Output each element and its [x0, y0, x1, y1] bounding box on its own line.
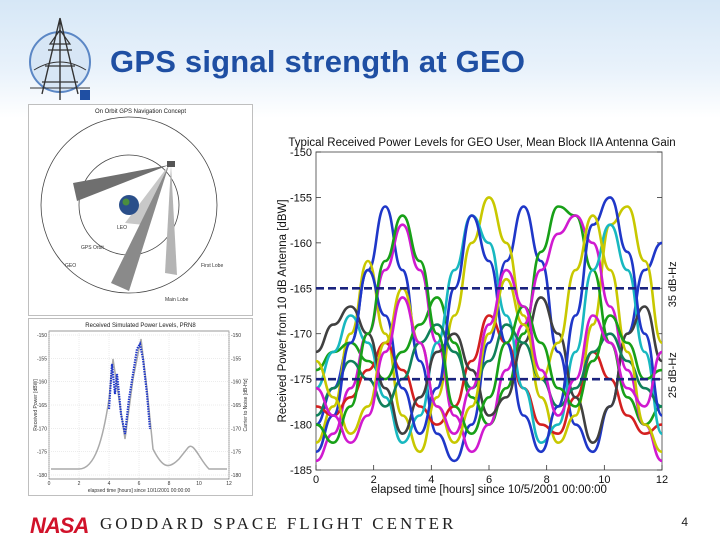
sim-y-tick-label-left: -155	[37, 356, 47, 362]
orbit-concept-panel: On Orbit GPS Navigation Concept LEO GPS …	[28, 104, 253, 316]
footer: NASA GODDARD SPACE FLIGHT CENTER 4	[0, 505, 720, 540]
sim-y-tick-label-left: -160	[37, 380, 47, 386]
chart-title: Typical Received Power Levels for GEO Us…	[288, 137, 675, 149]
chart-xlabel: elapsed time [hours] since 10/5/2001 00:…	[371, 484, 607, 496]
chart-ylabel: Received Power from 10 dB Antenna [dBW]	[277, 199, 289, 422]
sim-y-tick-label-right: -155	[231, 356, 241, 362]
sim-x-tick-label: 4	[108, 481, 111, 487]
sim-xlabel: elapsed time [hours] since 10/1/2001 00:…	[88, 488, 191, 494]
sim-y-tick-label-right: -170	[231, 426, 241, 432]
header-band	[0, 0, 720, 118]
sim-y-tick-label-left: -150	[37, 333, 47, 339]
sim-gray-curve	[51, 338, 227, 470]
slide-title: GPS signal strength at GEO	[110, 44, 526, 79]
y-tick-label: -170	[290, 329, 312, 341]
x-tick-label: 2	[371, 474, 377, 486]
simulated-power-panel: Received Simulated Power Levels, PRN8 0 2…	[28, 318, 253, 496]
sim-y-tick-label-right: -175	[231, 450, 241, 456]
earth-land	[122, 198, 130, 206]
sim-x-tick-label: 6	[138, 481, 141, 487]
x-tick-label: 8	[544, 474, 550, 486]
y-tick-label: -175	[290, 374, 312, 386]
y-tick-label: -165	[290, 283, 312, 295]
x-tick-label: 12	[656, 474, 668, 486]
sim-ylabel-left: Received Power [dBW]	[33, 379, 39, 431]
y-tick-label: -185	[290, 465, 312, 477]
gps-beam-gray-2	[111, 165, 169, 291]
series-line-10	[315, 214, 663, 454]
orbit-diagram: LEO GPS Orbit GEO First Lobe Main Lobe	[40, 116, 223, 303]
satellite-icon	[167, 161, 175, 167]
sim-power-plot: 0 2 4 6 8 10 12 -150 -155 -160 -165 -170 -175 -180 -…	[33, 330, 249, 494]
sim-panel-title: Received Simulated Power Levels, PRN8	[85, 323, 196, 329]
y-tick-label: -150	[290, 147, 312, 159]
x-tick-label: 6	[486, 474, 492, 486]
sim-y-tick-label-left: -170	[37, 426, 47, 432]
sim-x-tick-label: 10	[196, 481, 202, 487]
orbit-label-geo: GEO	[65, 263, 76, 269]
threshold-label-2: 25 dB-Hz	[667, 352, 679, 398]
orbit-label-main-lobe: Main Lobe	[165, 297, 189, 303]
sim-y-tick-label-left: -175	[37, 450, 47, 456]
orbit-label-gps-orbit: GPS Orbit	[81, 245, 104, 251]
gps-beam-gray-3	[165, 165, 177, 275]
sim-y-tick-label-right: -165	[231, 403, 241, 409]
sim-y-tick-label-right: -150	[231, 333, 241, 339]
series-line-7	[315, 296, 663, 444]
sim-y-tick-label-right: -180	[231, 473, 241, 479]
sim-x-tick-label: 8	[168, 481, 171, 487]
page-number: 4	[681, 515, 688, 529]
sim-y-tick-label-left: -165	[37, 403, 47, 409]
x-tick-label: 10	[598, 474, 610, 486]
orbit-label-first-lobe: First Lobe	[201, 263, 223, 269]
y-tick-label: -155	[290, 192, 312, 204]
orbit-panel-title: On Orbit GPS Navigation Concept	[94, 109, 187, 115]
footer-org-name: GODDARD SPACE FLIGHT CENTER	[100, 514, 457, 533]
received-power-chart: Typical Received Power Levels for GEO Us…	[277, 137, 679, 496]
orbit-label-leo: LEO	[117, 225, 127, 231]
nasa-logo: NASA	[30, 513, 89, 538]
sim-y-tick-label-left: -180	[37, 473, 47, 479]
sim-x-tick-label: 2	[78, 481, 81, 487]
series-line-11	[315, 214, 663, 444]
y-tick-label: -160	[290, 238, 312, 250]
sim-blue-curve	[107, 340, 152, 435]
plot-area	[315, 151, 663, 471]
sim-x-tick-label: 12	[226, 481, 232, 487]
series-line-9	[315, 196, 664, 454]
earth-icon	[119, 195, 139, 215]
series-line-12	[315, 268, 663, 444]
series-line-5	[315, 314, 663, 435]
threshold-label-1: 35 dB-Hz	[667, 261, 679, 307]
sim-ylabel-right: Carrier to Noise [dB-Hz]	[243, 378, 249, 432]
sim-x-tick-label: 0	[48, 481, 51, 487]
gps-satellite-logo	[29, 17, 91, 100]
x-tick-label: 4	[428, 474, 434, 486]
x-tick-label: 0	[313, 474, 319, 486]
gps-beam-gray-1	[73, 165, 169, 201]
y-tick-label: -180	[290, 420, 312, 432]
sim-y-tick-label-right: -160	[231, 380, 241, 386]
